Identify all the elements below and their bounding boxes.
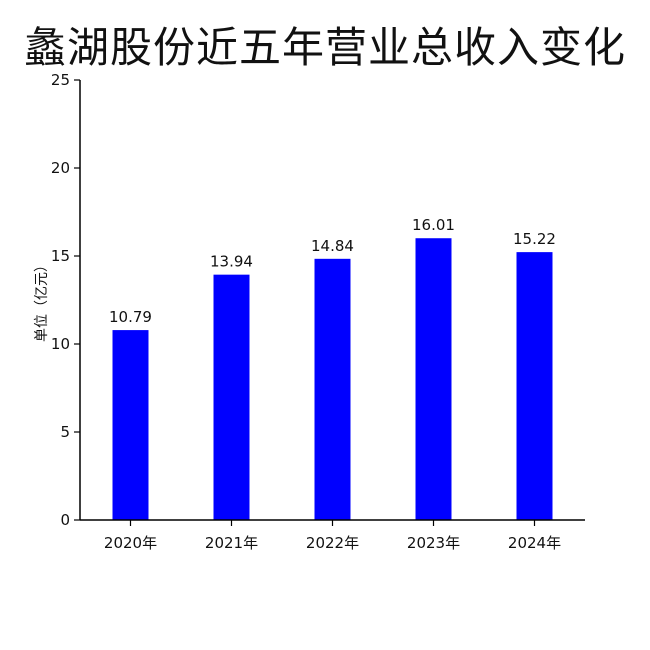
bar <box>112 330 149 520</box>
y-tick-label: 5 <box>60 423 70 441</box>
y-axis-title: 单位（亿元） <box>34 258 50 342</box>
x-axis-ticks: 2020年 2021年 2022年 2023年 2024年 <box>104 520 561 552</box>
chart-title: 蠡湖股份近五年营业总收入变化 <box>23 23 626 72</box>
bar <box>213 274 250 520</box>
y-tick-label: 10 <box>51 335 70 353</box>
x-tick-label: 2023年 <box>407 534 460 552</box>
bar-value-label: 10.79 <box>109 308 152 326</box>
y-tick-label: 0 <box>60 511 70 529</box>
x-tick-label: 2022年 <box>306 534 359 552</box>
x-tick-label: 2024年 <box>508 534 561 552</box>
bar-value-label: 13.94 <box>210 253 253 271</box>
bar-value-label: 15.22 <box>513 230 556 248</box>
y-tick-label: 15 <box>51 247 70 265</box>
bar <box>516 252 553 521</box>
bar <box>314 258 351 520</box>
y-axis-ticks: 0 5 10 15 20 25 <box>51 71 80 529</box>
x-tick-label: 2020年 <box>104 534 157 552</box>
bar <box>415 238 452 520</box>
bar-value-label: 14.84 <box>311 237 354 255</box>
y-tick-label: 25 <box>51 71 70 89</box>
x-tick-label: 2021年 <box>205 534 258 552</box>
bar-value-label: 16.01 <box>412 216 455 234</box>
y-tick-label: 20 <box>51 159 70 177</box>
bars-group: 10.79 13.94 14.84 16.01 15.22 <box>109 216 556 521</box>
